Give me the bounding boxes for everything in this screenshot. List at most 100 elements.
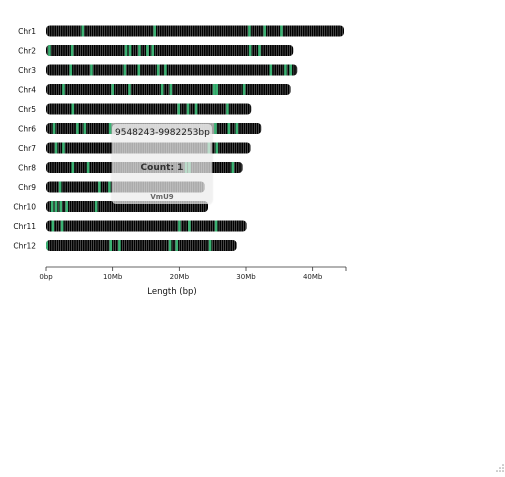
feature-marker[interactable] [55,201,58,212]
feature-marker[interactable] [215,84,218,95]
feature-marker[interactable] [169,240,172,251]
feature-marker[interactable] [98,182,101,193]
chromosome-bar-chr5[interactable] [46,104,251,115]
feature-marker[interactable] [81,26,84,37]
chromosome-label: Chr4 [18,86,36,95]
feature-marker[interactable] [146,45,149,56]
feature-marker[interactable] [178,221,181,232]
feature-marker[interactable] [48,45,51,56]
feature-marker[interactable] [235,123,238,134]
feature-marker[interactable] [164,65,167,76]
feature-marker[interactable] [90,65,93,76]
feature-marker[interactable] [215,143,218,154]
feature-marker[interactable] [111,84,114,95]
feature-marker[interactable] [226,104,229,115]
feature-marker[interactable] [215,221,218,232]
chromosome-label: Chr10 [13,203,36,212]
feature-marker[interactable] [269,65,272,76]
feature-marker[interactable] [59,201,62,212]
feature-marker[interactable] [209,240,212,251]
chromosome-label: Chr2 [18,47,36,56]
feature-marker[interactable] [243,84,246,95]
chromosome-bar-chr12[interactable] [45,240,236,251]
feature-marker[interactable] [125,45,128,56]
chromosome-body [46,45,293,56]
chromosome-label: Chr5 [18,105,36,114]
feature-marker[interactable] [157,65,160,76]
feature-marker[interactable] [51,201,54,212]
x-tick-label: 0bp [39,273,53,281]
feature-marker[interactable] [169,84,172,95]
feature-marker[interactable] [61,221,64,232]
chromosome-label: Chr6 [18,125,36,134]
feature-marker[interactable] [153,26,156,37]
chromosome-label: Chr11 [13,222,36,231]
resize-grip-icon[interactable] [496,464,504,472]
chromosome-bar-chr11[interactable] [46,221,247,232]
chromosome-body [46,65,297,76]
feature-marker[interactable] [187,104,190,115]
feature-marker[interactable] [109,240,112,251]
feature-marker[interactable] [95,201,98,212]
feature-marker[interactable] [128,84,131,95]
feature-marker[interactable] [195,104,198,115]
feature-marker[interactable] [71,45,74,56]
feature-marker[interactable] [188,221,191,232]
feature-marker[interactable] [161,84,164,95]
tooltip-count: Count: 1 [112,163,212,173]
feature-marker[interactable] [137,65,140,76]
chromosome-label: Chr9 [18,183,36,192]
feature-marker[interactable] [138,45,141,56]
feature-marker[interactable] [83,123,86,134]
x-tick-label: 20Mb [170,273,190,281]
feature-tooltip: 9548243-9982253bp Count: 1 VmU9 [112,124,212,204]
feature-marker[interactable] [227,123,230,134]
feature-marker[interactable] [249,45,252,56]
feature-marker[interactable] [151,45,154,56]
feature-marker[interactable] [71,162,74,173]
feature-marker[interactable] [45,240,48,251]
chromosome-bar-chr3[interactable] [46,65,297,76]
chromosome-bar-chr1[interactable] [46,26,344,37]
feature-marker[interactable] [284,65,287,76]
feature-marker[interactable] [248,26,251,37]
chromosome-bar-chr4[interactable] [46,84,291,95]
feature-marker[interactable] [177,104,180,115]
chromosome-bar-chr2[interactable] [46,45,293,56]
feature-marker[interactable] [76,123,79,134]
feature-marker[interactable] [213,84,216,95]
feature-marker[interactable] [118,240,121,251]
feature-marker[interactable] [71,104,74,115]
chromosome-label: Chr7 [18,144,36,153]
feature-marker[interactable] [55,143,58,154]
x-axis-label: Length (bp) [147,287,196,297]
feature-marker[interactable] [59,182,62,193]
feature-marker[interactable] [289,65,292,76]
chromosome-label: Chr8 [18,164,36,173]
feature-marker[interactable] [53,123,56,134]
feature-marker[interactable] [62,143,65,154]
feature-marker[interactable] [280,26,283,37]
tooltip-feature-name: VmU9 [112,193,212,201]
feature-marker[interactable] [69,65,72,76]
feature-marker[interactable] [258,45,261,56]
feature-marker[interactable] [108,182,111,193]
feature-marker[interactable] [231,162,234,173]
feature-marker[interactable] [263,26,266,37]
feature-marker[interactable] [175,240,178,251]
feature-marker[interactable] [51,221,54,232]
feature-marker[interactable] [62,84,65,95]
x-tick-label: 30Mb [236,273,256,281]
chromosome-label: Chr3 [18,66,36,75]
chromosome-label: Chr12 [13,242,36,251]
feature-marker[interactable] [129,45,132,56]
x-tick-label: 10Mb [103,273,123,281]
feature-marker[interactable] [87,162,90,173]
feature-marker[interactable] [123,65,126,76]
chromosome-label: Chr1 [18,27,36,36]
tooltip-range: 9548243-9982253bp [115,128,210,138]
feature-marker[interactable] [65,201,68,212]
feature-marker[interactable] [109,123,112,134]
feature-marker[interactable] [214,123,217,134]
